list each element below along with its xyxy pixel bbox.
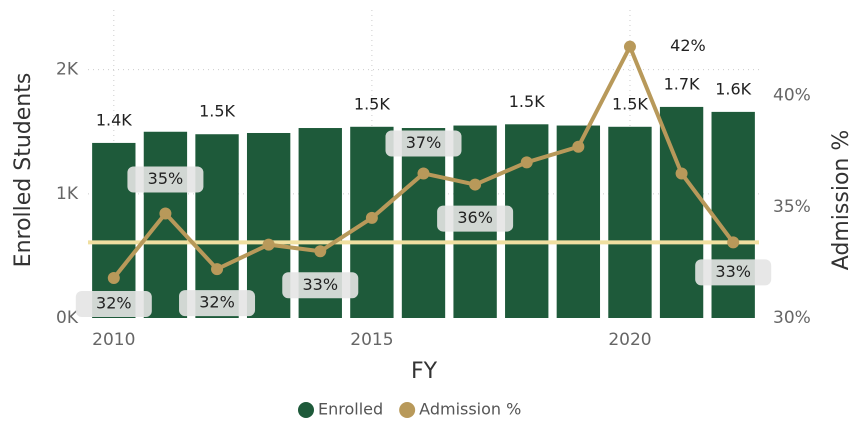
label-box <box>695 259 772 286</box>
bar <box>195 134 239 318</box>
line-value-label: 32% <box>96 293 132 312</box>
line-point <box>365 211 378 224</box>
bar <box>608 126 652 319</box>
line-value-label: 33% <box>715 262 751 281</box>
x-tick-label: 2015 <box>350 330 393 350</box>
line-value-label: 35% <box>148 169 184 188</box>
bar-value-label: 1.4K <box>96 110 132 129</box>
y-tick-label: 0K <box>56 308 79 328</box>
line-point <box>469 178 482 191</box>
y-axis-title: Enrolled Students <box>11 73 36 268</box>
line-value-label: 37% <box>406 133 442 152</box>
line-point <box>675 167 688 180</box>
bar <box>711 111 755 318</box>
legend-label: Admission % <box>419 400 521 419</box>
label-box <box>179 290 256 317</box>
x-tick-label: 2010 <box>92 330 135 350</box>
line-point <box>520 156 533 169</box>
x-tick-label: 2020 <box>608 330 651 350</box>
bar-value-label: 1.5K <box>354 94 390 113</box>
label-box <box>282 272 359 299</box>
bar <box>556 125 601 319</box>
line-value-label: 33% <box>302 275 338 294</box>
line-value-label: 36% <box>457 208 493 227</box>
line-value-label: 32% <box>199 293 235 312</box>
line-point <box>107 271 120 284</box>
line-value-label: 42% <box>670 36 706 55</box>
label-box <box>437 205 514 232</box>
label-box <box>75 290 152 317</box>
bar-value-label: 1.5K <box>199 102 235 121</box>
bar-value-label: 1.5K <box>612 94 648 113</box>
bar <box>143 131 188 318</box>
line-point <box>314 245 327 258</box>
bar-value-label: 1.6K <box>715 79 751 98</box>
legend-label: Enrolled <box>318 400 383 419</box>
legend-swatch <box>298 402 314 418</box>
line-point <box>211 263 224 276</box>
line-point <box>417 167 430 180</box>
line-point <box>623 40 636 53</box>
legend-swatch <box>399 402 416 418</box>
bar-value-label: 1.7K <box>664 74 700 93</box>
bar-value-label: 1.5K <box>509 92 545 111</box>
label-box <box>385 130 462 157</box>
line-point <box>572 140 585 153</box>
line-point <box>727 236 740 249</box>
y2-axis-title: Admission % <box>829 130 850 271</box>
x-axis-title: FY <box>411 359 438 384</box>
label-box <box>127 166 204 193</box>
y2-tick-label: 35% <box>773 197 811 217</box>
y-tick-label: 1K <box>56 184 79 204</box>
y2-tick-label: 30% <box>773 308 811 328</box>
line-point <box>262 238 275 251</box>
line-point <box>159 207 172 220</box>
y2-tick-label: 40% <box>773 86 811 106</box>
y-tick-label: 2K <box>56 60 79 80</box>
